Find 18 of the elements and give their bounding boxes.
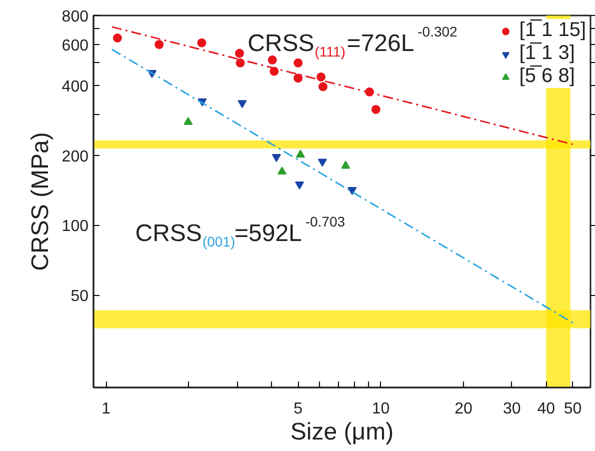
x-tick-label: 20 xyxy=(454,400,472,418)
y-axis-title: CRSS (MPa) xyxy=(26,132,54,271)
x-tick-label: 50 xyxy=(564,400,582,418)
x-tick-label: 30 xyxy=(502,400,521,418)
legend-label: [5̅ 6 8] xyxy=(519,65,575,88)
y-tick-label: 200 xyxy=(62,148,89,166)
legend-label: [1̅ 1 3] xyxy=(519,42,575,65)
x-axis-title: Size (μm) xyxy=(290,418,394,446)
y-tick-label: 50 xyxy=(70,288,89,306)
x-tick-label: 5 xyxy=(294,400,303,418)
y-tick-label: 600 xyxy=(62,38,89,55)
x-tick-label: 1 xyxy=(102,400,111,418)
x-tick-label: 40 xyxy=(537,400,556,418)
y-tick-label: 800 xyxy=(62,8,89,26)
x-tick-label: 10 xyxy=(372,400,390,418)
y-tick-label: 100 xyxy=(62,218,89,236)
y-tick-label: 400 xyxy=(62,78,89,96)
legend-label: [1̅ 1 15] xyxy=(519,19,586,42)
